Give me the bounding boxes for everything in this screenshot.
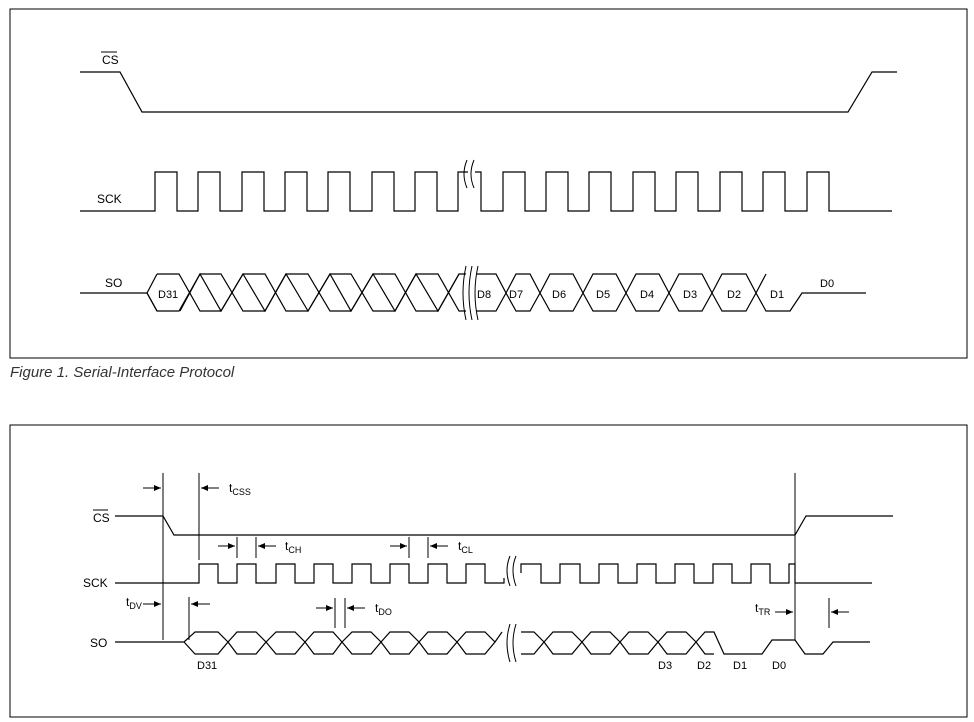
fig2-so-data-labels: D31 D3 D2 D1 D0 [197,660,786,672]
figure-1-caption: Figure 1. Serial-Interface Protocol [10,364,235,381]
tcl-label: tCL [458,539,473,555]
fig1-sck-label: SCK [97,192,122,206]
fig2-so-waveform [115,631,870,655]
tdo-label: tDO [375,601,392,617]
fig1-label-d1: D1 [770,289,784,301]
fig1-label-d2: D2 [727,289,741,301]
fig1-label-d0: D0 [820,278,834,290]
fig1-sck-break-mark [463,159,475,189]
fig1-label-d3: D3 [683,289,697,301]
fig1-label-d8: D8 [477,289,491,301]
fig2-sck-waveform-right [520,563,872,584]
fig2-so-break-mark [506,623,517,663]
fig2-label-d0: D0 [772,660,786,672]
figure-2-frame [9,424,968,718]
fig1-sck-waveform-left [80,171,468,212]
fig2-timing-arrows [143,485,849,615]
fig1-label-d6: D6 [552,289,566,301]
tch-label: tCH [285,539,301,555]
fig1-label-d5: D5 [596,289,610,301]
tdv-label: tDV [126,595,142,611]
fig1-so-label: SO [105,276,122,290]
ttr-label: tTR [755,601,771,617]
fig1-cs-waveform [80,71,897,113]
fig1-so-data-labels: D31 D8 D7 D6 D5 D4 D3 D2 D1 D0 [158,278,834,301]
fig1-so-break-mark [462,265,479,321]
fig1-cs-label: CS [102,53,119,67]
fig2-so-label: SO [90,636,107,650]
fig2-timing-labels: tCSS tCH tCL tDV tDO tTR [126,481,771,617]
tcss-label: tCSS [229,481,251,497]
fig1-sck-waveform-right [475,171,892,212]
fig2-reference-lines [162,473,830,640]
fig2-label-d31: D31 [197,660,217,672]
fig2-cs-label: CS [93,511,110,525]
fig2-label-d1: D1 [733,660,747,672]
figure-1-frame [9,8,968,359]
fig2-sck-break-mark [506,555,517,587]
fig1-label-d31: D31 [158,289,178,301]
fig2-label-d3: D3 [658,660,672,672]
fig2-sck-label: SCK [83,576,108,590]
fig1-label-d7: D7 [509,289,523,301]
fig1-label-d4: D4 [640,289,654,301]
fig1-so-waveform [80,272,866,313]
fig2-sck-waveform-left [115,563,505,584]
fig2-label-d2: D2 [697,660,711,672]
fig2-cs-waveform [115,515,893,536]
